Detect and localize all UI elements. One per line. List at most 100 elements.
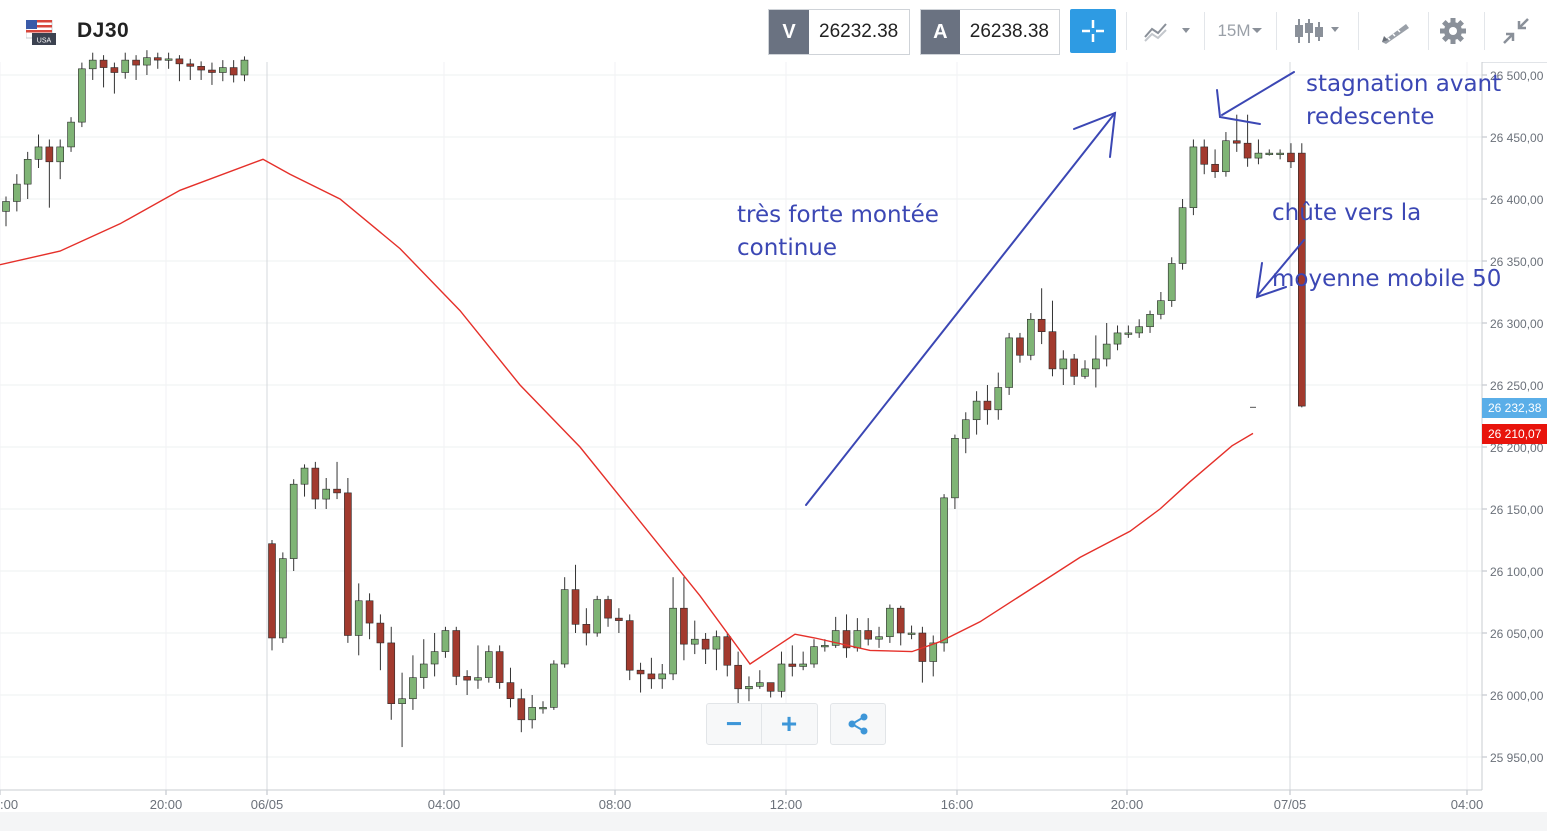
candle-body [376, 622, 385, 644]
candle [755, 670, 764, 689]
candle [929, 635, 938, 677]
candle [484, 645, 493, 683]
candle [690, 620, 699, 655]
candle-body [842, 630, 851, 649]
candle [289, 479, 298, 571]
ask-price-box[interactable]: A 26238.38 [920, 9, 1060, 55]
candle-body [1232, 140, 1241, 144]
y-tick-label: 26 350,00 [1490, 255, 1544, 269]
candle [164, 52, 173, 69]
candle-body [56, 146, 65, 163]
zoom-out-button[interactable]: − [725, 708, 743, 739]
candle [593, 595, 602, 637]
candle [279, 552, 287, 643]
candle-body [1124, 332, 1133, 335]
y-tick-label: 25 950,00 [1490, 751, 1544, 765]
collapse-button[interactable] [1494, 9, 1538, 53]
candle-body [604, 599, 612, 619]
candle-body [1222, 140, 1230, 173]
ask-value: 26238.38 [969, 21, 1049, 42]
candle [506, 667, 515, 708]
candle-body [419, 663, 428, 678]
candle [864, 618, 873, 646]
candle [766, 682, 775, 698]
candle-body [701, 638, 710, 650]
candle [419, 639, 428, 689]
gear-icon [1440, 18, 1466, 44]
x-tick-label: 08:00 [599, 797, 632, 812]
chevron-down-icon [1251, 28, 1262, 33]
candle-body [766, 682, 775, 692]
candle-body [23, 159, 32, 185]
annotation-fall-line1: chûte vers la [1272, 200, 1422, 226]
candle [1265, 149, 1274, 156]
candle [409, 655, 417, 710]
candle-body [831, 630, 840, 646]
candle-body [734, 664, 742, 690]
candle-body [13, 183, 21, 202]
flag-label: USA [37, 38, 52, 45]
candle-body [1146, 314, 1154, 328]
candle [972, 391, 981, 435]
y-tick-label: 26 300,00 [1490, 317, 1544, 331]
candle-body [322, 488, 331, 500]
candle-body [506, 682, 515, 700]
crosshair-button[interactable] [1070, 9, 1116, 53]
candle [1211, 149, 1219, 178]
rise-arrow [805, 112, 1116, 506]
candle-body [344, 492, 352, 636]
candle-body [365, 600, 374, 624]
settings-button[interactable] [1432, 9, 1474, 53]
scroll-strip[interactable] [0, 812, 1547, 831]
candle [669, 577, 677, 681]
y-tick-label: 26 200,00 [1490, 441, 1544, 455]
candle-body [1059, 358, 1068, 370]
share-icon [848, 713, 868, 735]
us-flag-icon: USA [26, 20, 56, 45]
zoom-in-button[interactable]: + [761, 704, 816, 744]
annotation-arrows [805, 71, 1305, 506]
candle-body [745, 686, 753, 690]
candle-body [175, 58, 184, 65]
candle-body [311, 467, 320, 500]
candle [701, 633, 710, 664]
candle [571, 564, 580, 633]
candle-body [972, 400, 981, 421]
candle [1135, 319, 1143, 338]
y-tick-label: 26 450,00 [1490, 131, 1544, 145]
candle [45, 139, 54, 208]
candle-body [875, 636, 883, 640]
candle-body [550, 663, 558, 708]
candle-body [615, 617, 623, 621]
candle-body [186, 63, 195, 67]
candle-body [2, 201, 10, 212]
candle-body [99, 59, 108, 68]
candle [745, 676, 753, 702]
candle [1059, 350, 1068, 385]
candle-body [896, 607, 905, 634]
candle-body [1243, 142, 1252, 159]
chart-type-button[interactable] [1140, 9, 1196, 53]
x-tick-label: :00 [0, 797, 18, 812]
indicators-button[interactable] [1290, 9, 1346, 53]
candle [441, 626, 450, 658]
candle [110, 62, 119, 94]
share-button[interactable] [831, 704, 885, 744]
bid-value: 26232.38 [819, 21, 899, 42]
candle-body [1016, 337, 1024, 356]
timeframe-selector[interactable]: 15M [1212, 9, 1268, 53]
candle [354, 583, 363, 656]
candle [907, 625, 916, 640]
candle-body [143, 57, 151, 66]
candle-body [788, 663, 797, 667]
candle-body [495, 651, 504, 683]
drawing-tools-button[interactable] [1370, 9, 1420, 53]
candle-body [669, 607, 677, 675]
candle [560, 577, 569, 668]
candle-body [821, 645, 829, 648]
candle-body [441, 630, 450, 652]
candle [528, 695, 536, 729]
candle [1113, 325, 1122, 351]
bid-price-box[interactable]: V 26232.38 [768, 9, 910, 55]
